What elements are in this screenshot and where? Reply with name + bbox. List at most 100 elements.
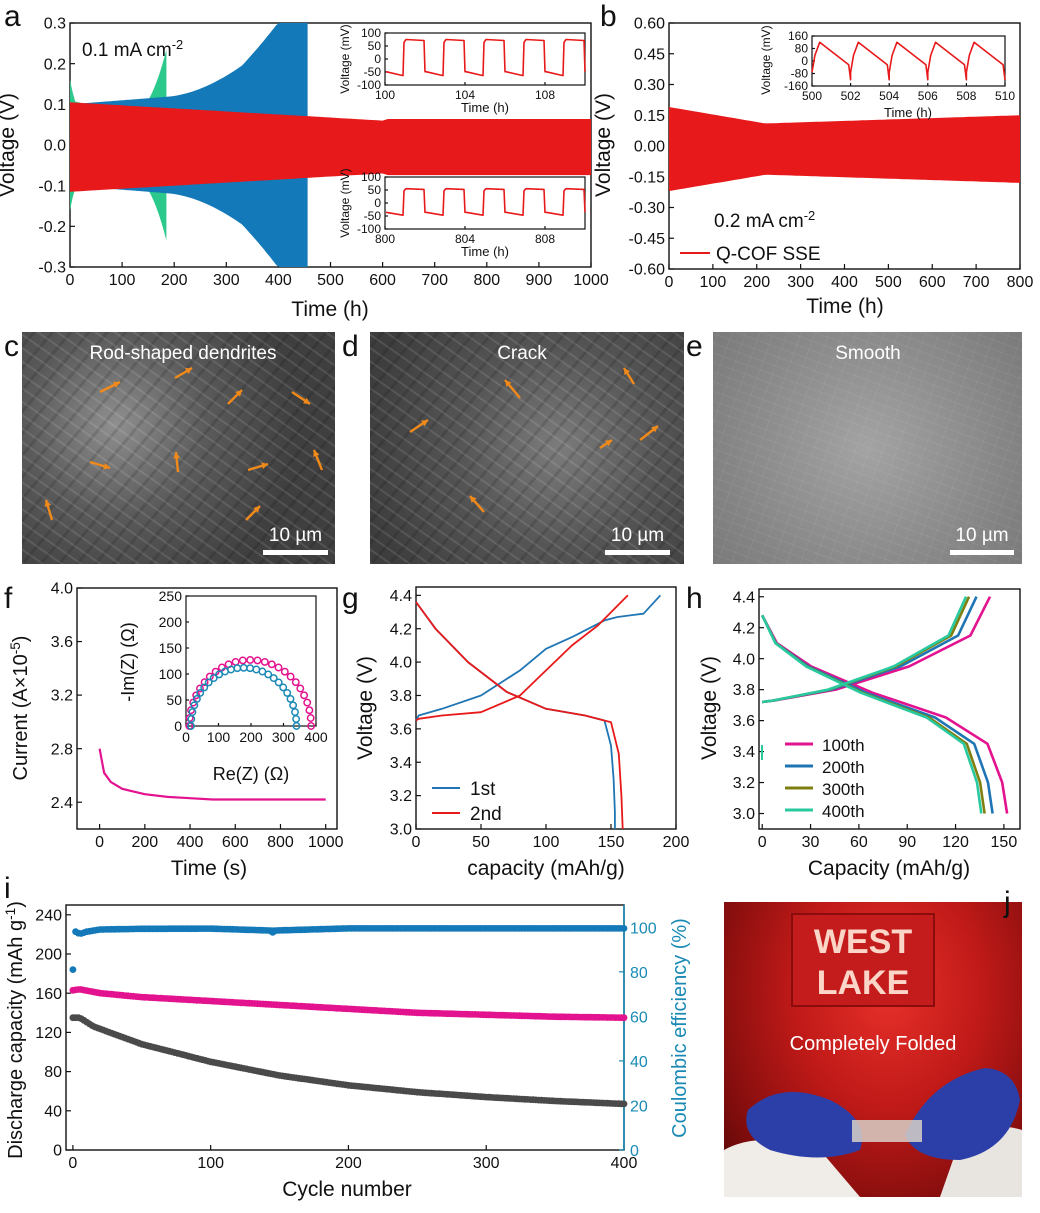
f-inset-point-before xyxy=(305,706,314,715)
f-inset-xtick-label: 100 xyxy=(207,729,231,745)
h-ytick-label: 3.2 xyxy=(733,775,755,792)
b-annotation: 0.2 mA cm-2 xyxy=(714,208,815,233)
f-inset-point-after xyxy=(264,670,273,679)
i-ylabel-sup: -1 xyxy=(3,908,18,920)
sem-d-arrowhead-5 xyxy=(624,368,631,375)
f-xtick-label: 0 xyxy=(95,834,104,851)
sem-d-scale-bar xyxy=(605,550,670,555)
f-ylabel-base: Current (A×10 xyxy=(10,654,32,780)
sem-d-label: Crack xyxy=(497,343,547,364)
h-series-400th-charge xyxy=(762,596,968,704)
b-inset-xtick-label: 504 xyxy=(879,89,899,103)
i-y2tick-label: 80 xyxy=(630,965,648,982)
f-inset-point-before xyxy=(280,667,289,676)
h-xtick-label: 90 xyxy=(898,834,916,851)
i-ytick-label: 80 xyxy=(44,1064,62,1081)
sem-c-arrowhead-2 xyxy=(235,390,242,397)
f-xtick-label: 400 xyxy=(177,834,204,851)
h-xlabel: Capacity (mAh/g) xyxy=(808,857,970,880)
g-ytick-label: 4.4 xyxy=(390,588,412,605)
b-ytick-label: -0.15 xyxy=(629,169,666,186)
h-legend-label-1: 100th xyxy=(822,736,865,755)
a-inset2-ytick-label: -50 xyxy=(364,209,382,223)
a-inset1-ytick-label: 50 xyxy=(368,39,382,53)
i-xtick-label: 200 xyxy=(335,1155,362,1172)
a-ytick-label: -0.2 xyxy=(38,219,66,236)
b-inset-xtick-label: 506 xyxy=(918,89,938,103)
sem-d-arrowhead-3 xyxy=(605,440,612,447)
f-inset-point-after xyxy=(188,708,197,717)
f-inset-point-before xyxy=(238,656,247,665)
f-inset-point-before xyxy=(274,663,283,672)
f-inset-xtick-label: 200 xyxy=(239,729,263,745)
i-point-outlier xyxy=(268,927,277,936)
a-xtick-label: 300 xyxy=(213,272,240,289)
b-xtick-label: 300 xyxy=(787,274,814,291)
i-point-3 xyxy=(620,1100,628,1108)
folded-cell xyxy=(852,1120,922,1142)
a-xtick-label: 100 xyxy=(109,272,136,289)
g-xtick-label: 100 xyxy=(533,834,560,851)
panel-label-i: i xyxy=(4,872,11,905)
h-xtick-label: 60 xyxy=(850,834,868,851)
i-xlabel: Cycle number xyxy=(282,1178,412,1201)
sem-c-arrowhead-9 xyxy=(253,506,260,513)
f-inset-xlabel: Re(Z) (Ω) xyxy=(213,764,289,784)
b-ytick-label: -0.45 xyxy=(629,231,666,248)
h-frame xyxy=(758,588,1021,830)
f-ylabel: Current (A×10-5) xyxy=(8,636,33,781)
f-frame xyxy=(76,587,338,830)
b-annotation-sup: -2 xyxy=(804,208,815,223)
a-inset1-ytick-label: 100 xyxy=(361,26,381,40)
h-ylabel: Voltage (V) xyxy=(698,656,721,760)
b-inset-trace xyxy=(811,41,1006,81)
glove-left xyxy=(746,1092,862,1158)
a-xtick-label: 200 xyxy=(161,272,188,289)
a-xtick-label: 400 xyxy=(265,272,292,289)
f-inset-ytick-label: 150 xyxy=(159,640,183,656)
sem-e-label: Smooth xyxy=(835,343,900,364)
a-ytick-label: 0.0 xyxy=(44,138,66,155)
a-inset2-xtick-label: 800 xyxy=(375,232,395,246)
sem-c-label: Rod-shaped dendrites xyxy=(90,343,277,364)
i-ylabel: Discharge capacity (mAh g-1) xyxy=(3,901,28,1159)
sem-image-dendrites xyxy=(22,332,335,564)
i-ylabel-tail: ) xyxy=(5,901,27,908)
b-ytick-label: 0.60 xyxy=(634,16,665,33)
b-xtick-label: 600 xyxy=(919,274,946,291)
panel-label-h: h xyxy=(686,582,703,615)
f-inset-point-before xyxy=(291,678,300,687)
glove-sleeve-left xyxy=(724,1140,860,1197)
i-point-2 xyxy=(620,1014,628,1022)
f-inset-frame xyxy=(185,595,317,727)
h-legend-label-4: 400th xyxy=(822,802,865,821)
a-ytick-label: 0.3 xyxy=(44,16,66,33)
a-inset1-xlabel: Time (h) xyxy=(461,100,509,115)
sem-c-arrowhead-6 xyxy=(261,462,268,469)
sem-d-arrowhead-2 xyxy=(470,496,477,503)
a-inset1-ytick-label: 0 xyxy=(374,52,381,66)
f-xlabel: Time (s) xyxy=(171,857,247,880)
led-text-line1: WEST xyxy=(814,923,912,961)
i-y2tick-label: 60 xyxy=(630,1009,648,1026)
i-ylabel-base: Discharge capacity (mAh g xyxy=(5,920,27,1159)
b-ytick-label: -0.30 xyxy=(629,200,666,217)
sem-c-scale-label: 10 µm xyxy=(269,525,322,546)
f-inset-xtick-label: 0 xyxy=(182,729,190,745)
b-ytick-label: 0.45 xyxy=(634,46,665,63)
b-inset-ytick-label: 80 xyxy=(795,42,809,56)
b-xtick-label: 700 xyxy=(963,274,990,291)
a-ytick-label: -0.3 xyxy=(38,260,66,277)
f-ytick-label: 2.4 xyxy=(51,795,73,812)
sem-c-arrowhead-7 xyxy=(313,450,320,457)
panel-label-c: c xyxy=(4,330,19,363)
f-inset-point-after xyxy=(192,694,201,703)
a-inset2-xlabel: Time (h) xyxy=(461,244,509,259)
f-inset-point-after xyxy=(190,701,199,710)
f-ytick-label: 3.6 xyxy=(51,634,73,651)
panel-label-e: e xyxy=(686,330,703,363)
